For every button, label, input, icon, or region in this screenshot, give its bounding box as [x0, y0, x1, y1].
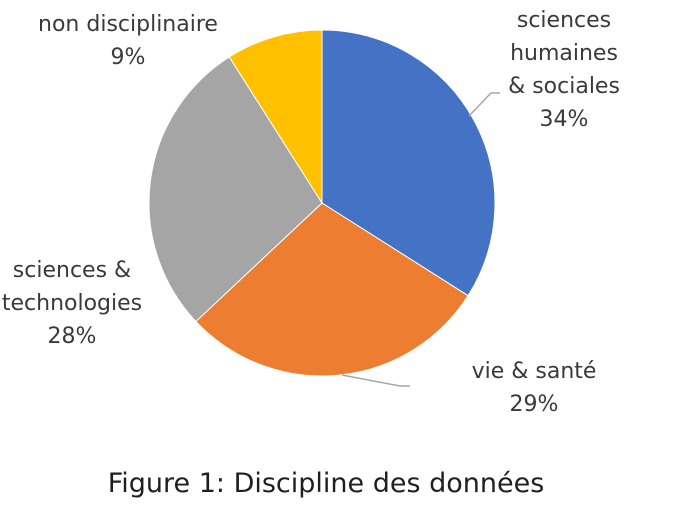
slice-percent: 28%	[48, 324, 97, 349]
figure-caption: Figure 1: Discipline des données	[108, 468, 545, 499]
slice-labels: sciences humaines & sociales 34% vie & santé…	[2, 8, 620, 417]
pie-slice-non-disciplinaire	[228, 29, 323, 205]
pie-slices	[148, 29, 496, 377]
slice-label-line: vie & santé	[472, 359, 597, 384]
slice-label-non-disciplinaire: non disciplinaire 9%	[38, 12, 218, 70]
slice-label-line: sciences &	[13, 258, 131, 283]
slice-label-line: sciences	[517, 8, 611, 33]
pie-slice-sciences-humaines	[321, 29, 496, 297]
slice-label-sciences-humaines: sciences humaines & sociales 34%	[508, 8, 620, 132]
pie-slice-vie-sante	[195, 202, 469, 377]
pie-slice-sciences-technologies	[148, 56, 323, 323]
slice-label-vie-sante: vie & santé 29%	[472, 359, 597, 417]
leader-line-vie-sante	[341, 374, 410, 387]
leader-lines	[341, 92, 500, 387]
slice-percent: 9%	[111, 45, 146, 70]
slice-percent: 29%	[510, 392, 559, 417]
slice-label-line: non disciplinaire	[38, 12, 218, 37]
leader-line-sciences-humaines	[468, 92, 500, 117]
slice-label-sciences-technologies: sciences & technologies 28%	[2, 258, 142, 349]
slice-label-line: humaines	[510, 41, 618, 66]
slice-percent: 34%	[540, 107, 589, 132]
slice-label-line: & sociales	[508, 74, 620, 99]
slice-label-line: technologies	[2, 291, 142, 316]
